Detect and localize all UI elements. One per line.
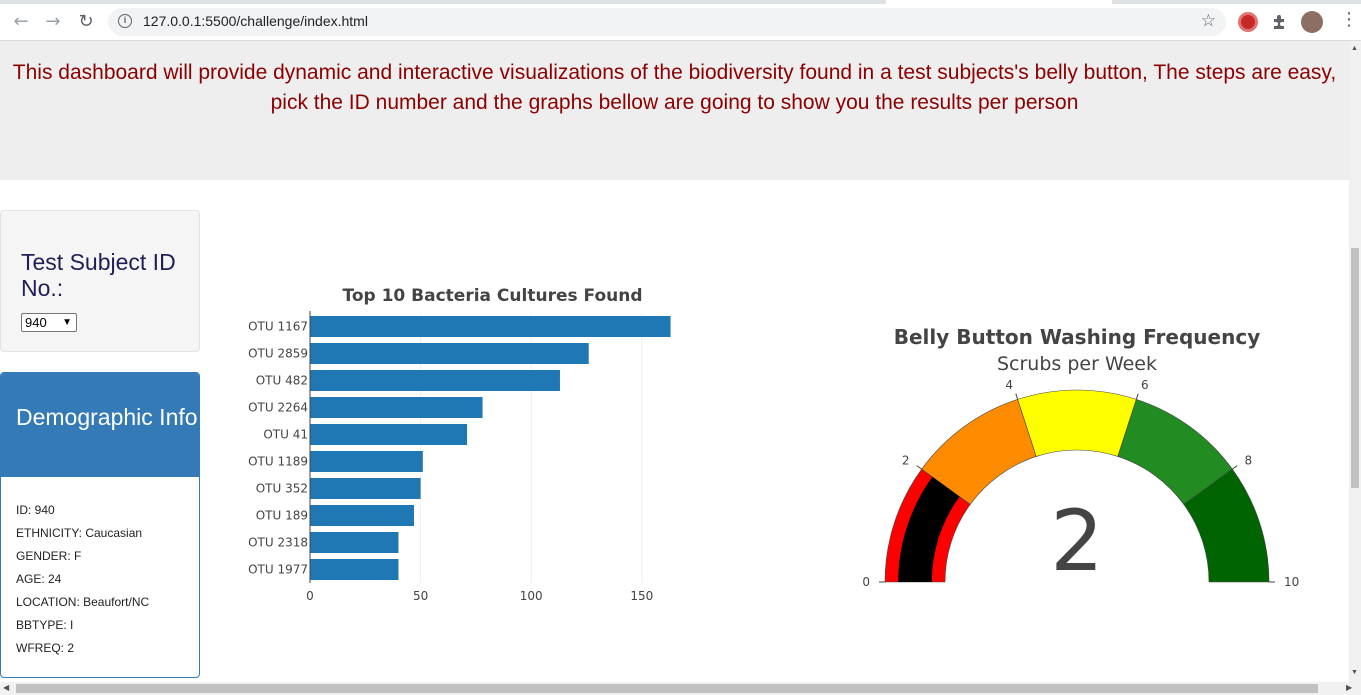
vertical-scrollbar[interactable]: ▲ ▼: [1349, 41, 1361, 682]
intro-text: This dashboard will provide dynamic and …: [12, 61, 1337, 114]
bar-chart-title: Top 10 Bacteria Cultures Found: [342, 286, 642, 306]
y-tick-label: OTU 1977: [248, 563, 308, 577]
horizontal-scrollbar[interactable]: ◀ ▶: [0, 682, 1361, 695]
gauge-tick-label: 0: [862, 575, 870, 586]
x-tick-label: 0: [306, 589, 314, 603]
subject-select-panel: Test Subject ID No.: 940 ▼: [0, 210, 200, 352]
chevron-down-icon: ▼: [62, 317, 72, 328]
gauge-title: Belly Button Washing Frequency: [894, 325, 1260, 349]
forward-arrow-icon[interactable]: →: [45, 11, 61, 32]
demographic-title: Demographic Info: [16, 404, 198, 430]
gauge-tick-label: 4: [1005, 378, 1013, 392]
demographic-header: Demographic Info: [1, 373, 199, 477]
bar[interactable]: [310, 478, 421, 499]
y-tick-label: OTU 1167: [248, 320, 308, 334]
profile-avatar[interactable]: [1301, 11, 1323, 33]
browser-chrome: ← → ↻ i 127.0.0.1:5500/challenge/index.h…: [0, 0, 1361, 41]
demo-wfreq: WFREQ: 2: [16, 641, 75, 655]
demo-location: LOCATION: Beaufort/NC: [16, 595, 150, 609]
bar[interactable]: [310, 532, 399, 553]
address-bar[interactable]: i 127.0.0.1:5500/challenge/index.html ☆: [108, 8, 1226, 36]
gauge-step: [1017, 389, 1137, 457]
bar[interactable]: [310, 424, 468, 445]
demographic-panel: Demographic Info ID: 940 ETHNICITY: Cauc…: [0, 372, 200, 678]
intro-banner: This dashboard will provide dynamic and …: [0, 41, 1349, 180]
tab-strip: [0, 0, 1361, 4]
active-tab[interactable]: [886, 0, 1112, 4]
y-tick-label: OTU 352: [256, 482, 308, 496]
x-tick-label: 100: [520, 589, 543, 603]
gauge-tick-label: 6: [1141, 378, 1149, 392]
y-tick-label: OTU 189: [256, 509, 308, 523]
bar[interactable]: [310, 397, 483, 418]
demo-bbtype: BBTYPE: I: [16, 618, 74, 632]
gauge-tick-label: 8: [1244, 453, 1252, 467]
subject-id-dropdown[interactable]: 940 ▼: [21, 313, 77, 332]
gauge-tick: [1015, 393, 1019, 400]
bar[interactable]: [310, 505, 414, 526]
scroll-right-icon[interactable]: ▶: [1346, 683, 1353, 692]
gauge-tick-label: 2: [902, 453, 910, 467]
y-tick-label: OTU 482: [256, 374, 308, 388]
extension-icon[interactable]: [1238, 12, 1258, 32]
x-tick-label: 150: [630, 589, 653, 603]
subject-id-value: 940: [25, 315, 47, 330]
scroll-up-icon[interactable]: ▲: [1351, 45, 1358, 52]
gauge-value-label: 2: [1050, 492, 1103, 586]
gauge-subtitle: Scrubs per Week: [997, 353, 1157, 375]
select-title: Test Subject ID No.:: [21, 249, 176, 301]
x-tick-label: 50: [413, 589, 428, 603]
bar[interactable]: [310, 451, 423, 472]
bar[interactable]: [310, 343, 589, 364]
bar-chart[interactable]: Top 10 Bacteria Cultures Found 0 50 100 150 O…: [220, 221, 700, 621]
address-url[interactable]: 127.0.0.1:5500/challenge/index.html: [143, 13, 368, 29]
demo-gender: GENDER: F: [16, 549, 82, 563]
bookmark-star-icon[interactable]: ☆: [1200, 11, 1216, 31]
vertical-scroll-thumb[interactable]: [1351, 248, 1359, 488]
site-info-icon[interactable]: i: [118, 14, 132, 28]
scroll-left-icon[interactable]: ◀: [3, 683, 10, 692]
gauge-tick: [1135, 393, 1139, 400]
reload-icon[interactable]: ↻: [78, 11, 94, 32]
demo-ethnicity: ETHNICITY: Caucasian: [16, 526, 143, 540]
gauge-value-bar: [898, 476, 960, 582]
gauge-tick: [1232, 465, 1238, 470]
y-tick-label: OTU 2264: [248, 401, 308, 415]
y-tick-label: OTU 2859: [248, 347, 308, 361]
back-arrow-icon[interactable]: ←: [13, 11, 29, 32]
dashboard-page: This dashboard will provide dynamic and …: [0, 41, 1349, 682]
y-tick-label: OTU 1189: [248, 455, 308, 469]
demo-id: ID: 940: [16, 503, 55, 517]
scroll-down-icon[interactable]: ▼: [1351, 669, 1358, 676]
gauge-tick: [916, 465, 922, 470]
bar[interactable]: [310, 370, 560, 391]
browser-menu-icon[interactable]: ⋮: [1340, 9, 1358, 30]
puzzle-extensions-icon[interactable]: [1270, 12, 1290, 32]
y-tick-label: OTU 41: [263, 428, 308, 442]
demographic-info: ID: 940 ETHNICITY: Caucasian GENDER: F A…: [16, 499, 149, 660]
demo-age: AGE: 24: [16, 572, 62, 586]
gauge-tick-label: 10: [1284, 575, 1299, 586]
bar[interactable]: [310, 316, 671, 337]
bar[interactable]: [310, 559, 399, 580]
horizontal-scroll-thumb[interactable]: [16, 684, 1318, 693]
y-tick-label: OTU 2318: [248, 536, 308, 550]
gauge-chart[interactable]: Belly Button Washing Frequency Scrubs per…: [840, 266, 1320, 586]
